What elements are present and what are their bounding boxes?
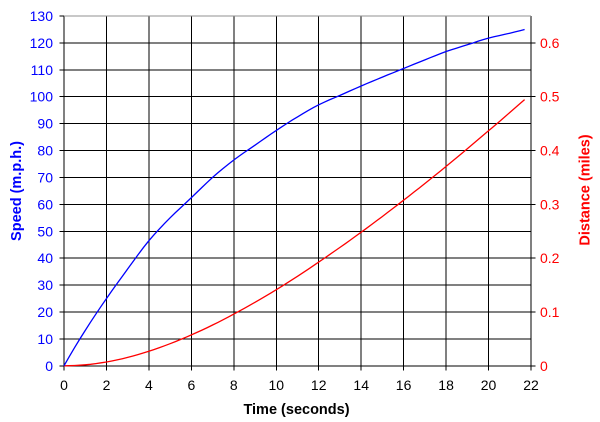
svg-text:130: 130 bbox=[30, 8, 54, 24]
svg-text:0.6: 0.6 bbox=[540, 35, 560, 51]
svg-text:110: 110 bbox=[31, 62, 54, 78]
svg-text:22: 22 bbox=[523, 377, 539, 393]
svg-text:0: 0 bbox=[45, 358, 53, 374]
svg-text:30: 30 bbox=[37, 277, 53, 293]
svg-text:20: 20 bbox=[37, 304, 53, 320]
svg-text:80: 80 bbox=[37, 143, 53, 159]
svg-text:0.2: 0.2 bbox=[540, 250, 560, 266]
svg-text:10: 10 bbox=[269, 377, 285, 393]
svg-text:10: 10 bbox=[37, 331, 53, 347]
svg-text:18: 18 bbox=[438, 377, 454, 393]
svg-text:Distance (miles): Distance (miles) bbox=[578, 134, 594, 245]
svg-text:90: 90 bbox=[37, 116, 53, 132]
svg-text:Speed (m.p.h.): Speed (m.p.h.) bbox=[9, 141, 25, 241]
svg-text:0.5: 0.5 bbox=[540, 89, 560, 105]
svg-text:2: 2 bbox=[103, 377, 111, 393]
svg-text:70: 70 bbox=[37, 169, 53, 185]
svg-text:0.1: 0.1 bbox=[540, 304, 560, 320]
svg-text:0: 0 bbox=[60, 377, 68, 393]
svg-text:14: 14 bbox=[353, 377, 369, 393]
svg-text:20: 20 bbox=[481, 377, 497, 393]
svg-text:8: 8 bbox=[230, 377, 238, 393]
svg-text:60: 60 bbox=[37, 196, 53, 212]
svg-text:12: 12 bbox=[311, 377, 327, 393]
svg-text:100: 100 bbox=[30, 89, 54, 105]
svg-text:50: 50 bbox=[37, 223, 53, 239]
svg-text:120: 120 bbox=[30, 35, 54, 51]
svg-text:0: 0 bbox=[540, 358, 548, 374]
svg-text:0.3: 0.3 bbox=[540, 196, 560, 212]
svg-text:4: 4 bbox=[145, 377, 153, 393]
svg-text:40: 40 bbox=[37, 250, 53, 266]
svg-text:Time (seconds): Time (seconds) bbox=[243, 402, 349, 418]
svg-text:6: 6 bbox=[188, 377, 196, 393]
svg-text:16: 16 bbox=[396, 377, 412, 393]
svg-text:0.4: 0.4 bbox=[540, 143, 560, 159]
